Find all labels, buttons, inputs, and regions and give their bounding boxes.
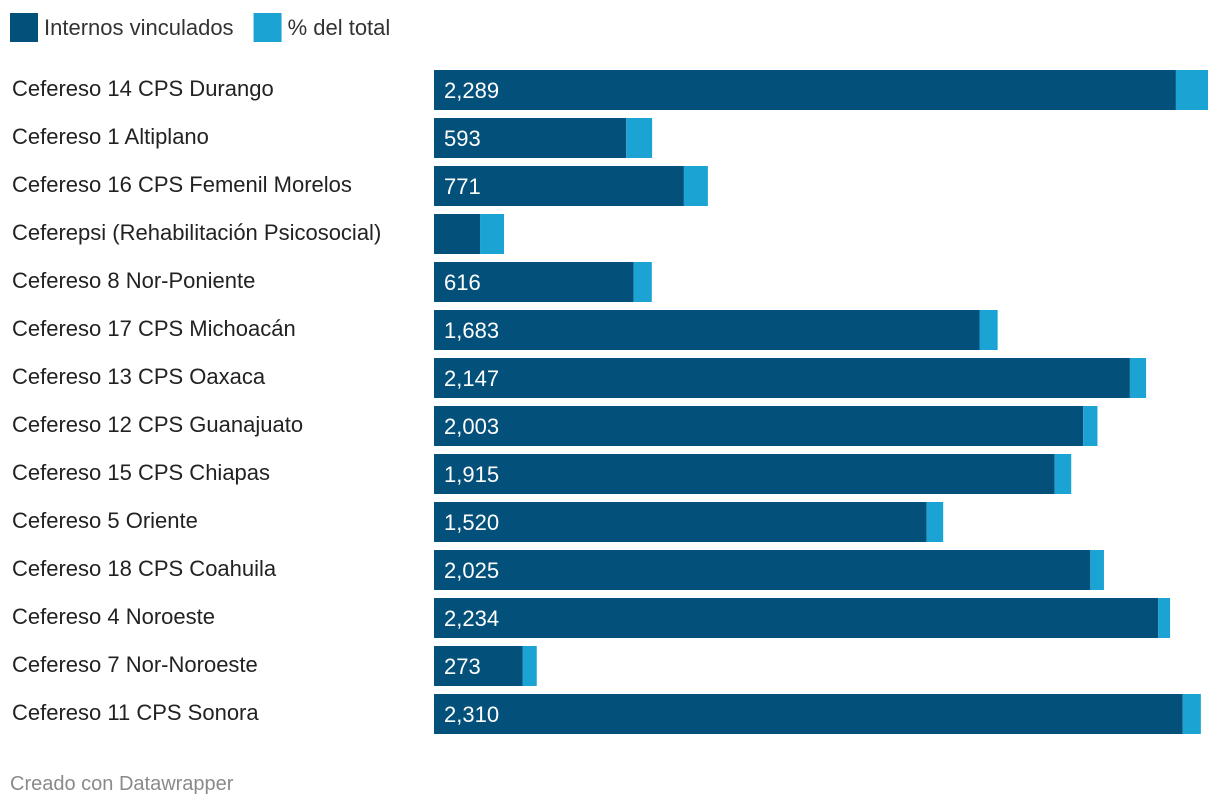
legend-swatch-1 [253, 13, 282, 42]
row-label-12: Cefereso 7 Nor-Noroeste [12, 652, 258, 677]
row-label-1: Cefereso 1 Altiplano [12, 124, 209, 149]
value-label-6: 2,147 [444, 366, 499, 391]
value-label-13: 2,310 [444, 702, 499, 727]
legend: Internos vinculados % del total [10, 13, 390, 42]
value-label-4: 616 [444, 270, 481, 295]
bar-internos-12 [434, 646, 523, 686]
bar-pct-5 [979, 310, 998, 350]
bar-internos-7 [434, 406, 1084, 446]
value-label-2: 771 [444, 174, 481, 199]
bar-internos-3 [434, 214, 481, 254]
value-label-9: 1,520 [444, 510, 499, 535]
row-label-4: Cefereso 8 Nor-Poniente [12, 268, 255, 293]
row-label-11: Cefereso 4 Noroeste [12, 604, 215, 629]
bar-internos-6 [434, 358, 1130, 398]
legend-swatch-0 [10, 13, 38, 42]
value-label-12: 273 [444, 654, 481, 679]
chart-rows: Cefereso 14 CPS Durango 2,289 Cefereso 1 A… [12, 70, 1208, 734]
legend-label-1: % del total [288, 15, 391, 40]
datawrapper-credit: Creado con Datawrapper [10, 773, 234, 795]
bar-pct-0 [1175, 70, 1208, 110]
bar-internos-11 [434, 598, 1159, 638]
row-label-9: Cefereso 5 Oriente [12, 508, 198, 533]
row-label-3: Ceferepsi (Rehabilitación Psicosocial) [12, 220, 381, 245]
row-label-10: Cefereso 18 CPS Coahuila [12, 556, 277, 581]
bar-internos-0 [434, 70, 1176, 110]
value-label-0: 2,289 [444, 78, 499, 103]
value-label-7: 2,003 [444, 414, 499, 439]
value-label-5: 1,683 [444, 318, 499, 343]
legend-label-0: Internos vinculados [44, 15, 234, 40]
bar-pct-6 [1129, 358, 1147, 398]
row-label-13: Cefereso 11 CPS Sonora [12, 700, 259, 725]
value-label-8: 1,915 [444, 462, 499, 487]
bar-internos-9 [434, 502, 927, 542]
bar-pct-4 [633, 262, 652, 302]
bar-pct-9 [926, 502, 944, 542]
row-label-6: Cefereso 13 CPS Oaxaca [12, 364, 266, 389]
bar-internos-8 [434, 454, 1055, 494]
bar-pct-10 [1090, 550, 1104, 590]
bar-pct-11 [1158, 598, 1171, 638]
bar-internos-5 [434, 310, 980, 350]
bar-internos-4 [434, 262, 634, 302]
bar-internos-2 [434, 166, 684, 206]
row-label-2: Cefereso 16 CPS Femenil Morelos [12, 172, 352, 197]
row-label-0: Cefereso 14 CPS Durango [12, 76, 274, 101]
value-label-11: 2,234 [444, 606, 499, 631]
row-label-7: Cefereso 12 CPS Guanajuato [12, 412, 303, 437]
stacked-bar-chart: Internos vinculados % del total Cefereso … [10, 13, 1208, 734]
bar-pct-12 [522, 646, 537, 686]
bar-pct-1 [626, 118, 653, 158]
bar-pct-8 [1054, 454, 1072, 494]
row-label-5: Cefereso 17 CPS Michoacán [12, 316, 296, 341]
bar-pct-7 [1083, 406, 1098, 446]
value-label-1: 593 [444, 126, 481, 151]
bar-pct-13 [1182, 694, 1201, 734]
value-label-10: 2,025 [444, 558, 499, 583]
bar-internos-1 [434, 118, 627, 158]
row-label-8: Cefereso 15 CPS Chiapas [12, 460, 270, 485]
bar-internos-10 [434, 550, 1091, 590]
bar-internos-13 [434, 694, 1183, 734]
bar-pct-3 [480, 214, 505, 254]
bar-pct-2 [683, 166, 708, 206]
